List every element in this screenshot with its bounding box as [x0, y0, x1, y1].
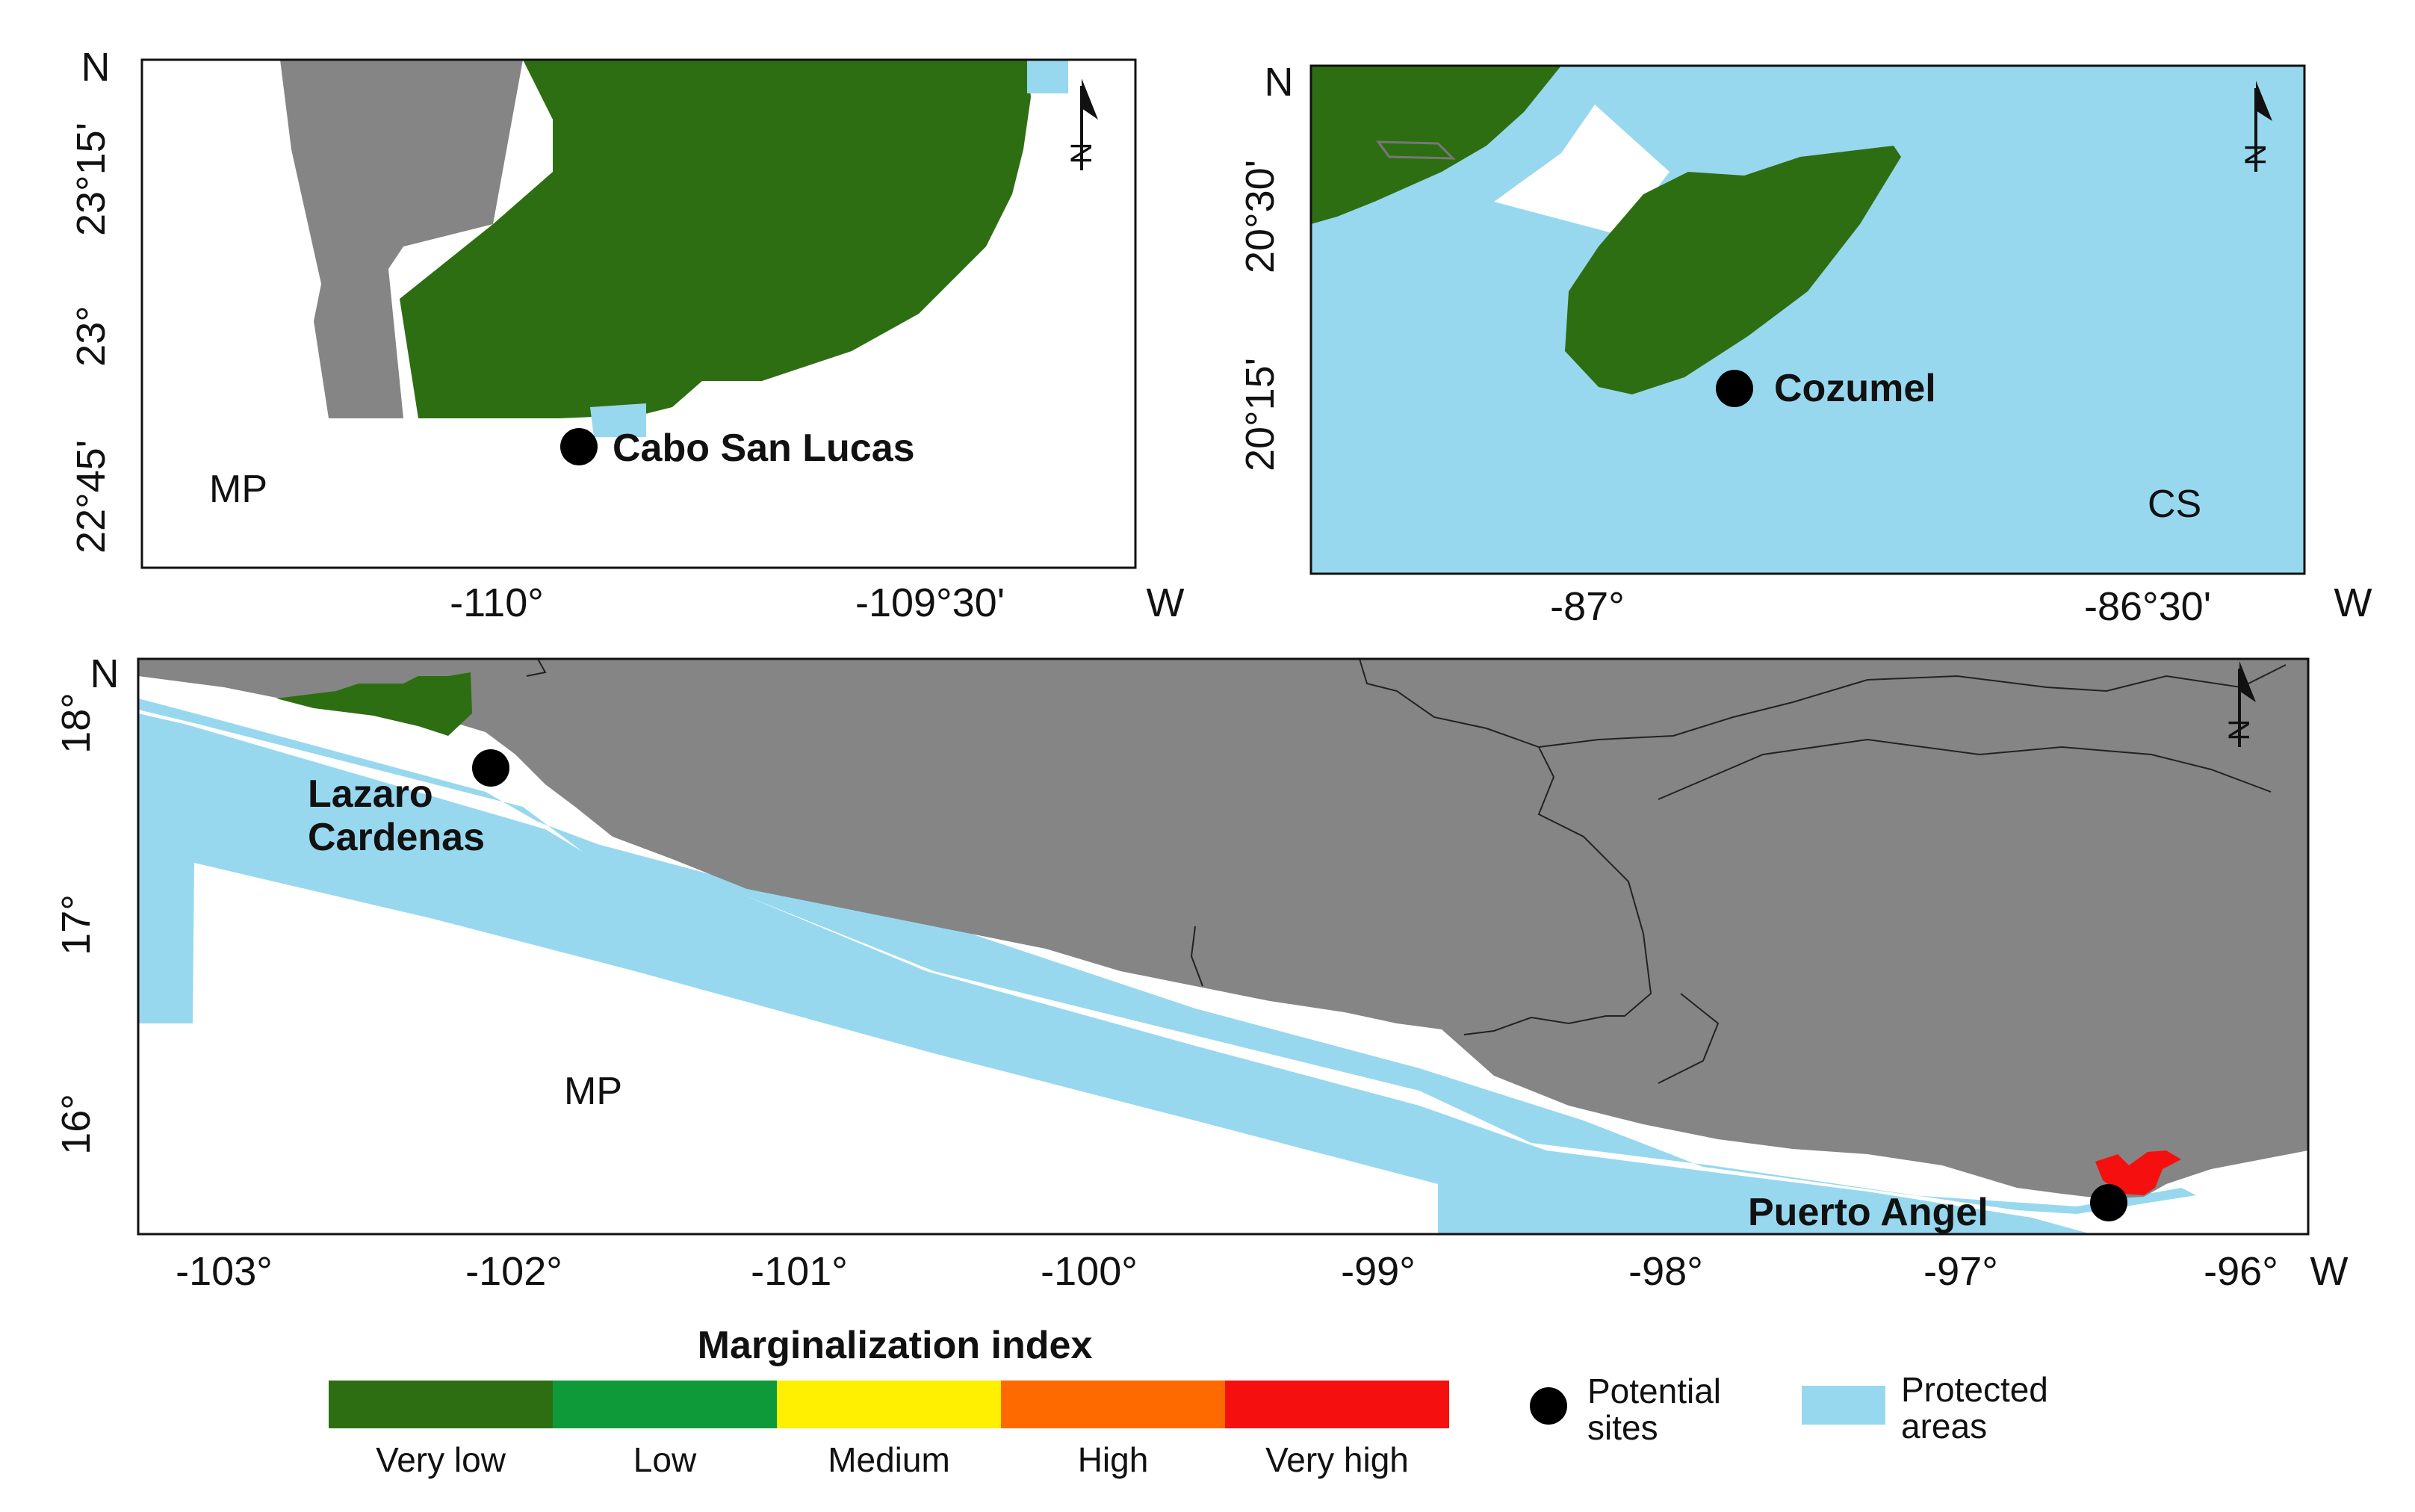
svg-text:N: N — [1065, 143, 1098, 164]
y-tick: 17° — [54, 894, 99, 955]
legend-swatch-low — [553, 1381, 777, 1428]
north-arrow-icon: N — [2239, 81, 2272, 172]
panel-frame — [140, 58, 1137, 569]
site-label-cozumel: Cozumel — [1774, 367, 1936, 410]
protected-area — [590, 403, 646, 437]
land-gray — [280, 60, 523, 418]
legend-protected-label: areas — [1901, 1407, 1987, 1446]
protected-areas-swatch — [1802, 1386, 1885, 1425]
north-arrow-icon: N — [1065, 78, 1098, 170]
outline — [1375, 140, 1456, 160]
x-tick: -87° — [1550, 584, 1625, 629]
x-tick: -98° — [1628, 1249, 1703, 1294]
legend-color-bar: Very low Low Medium High Very high — [329, 1381, 1449, 1479]
region-label: MP — [209, 468, 267, 511]
x-tick: -103° — [176, 1249, 273, 1294]
y-axis-suffix: N — [1265, 60, 1294, 105]
north-arrow-icon: N — [2223, 661, 2256, 747]
protected-area — [1027, 60, 1068, 93]
site-label-lazaro: Lazaro — [308, 772, 433, 816]
legend-swatch-very-high — [1225, 1381, 1449, 1428]
legend-class-label: Low — [633, 1440, 697, 1479]
y-tick: 22°45' — [69, 440, 114, 554]
svg-text:N: N — [2223, 719, 2256, 741]
land-gray — [138, 659, 2308, 1199]
map-panel-cozumel: Cozumel CS N N 20°30' 20°15' -87° -86°30… — [1238, 60, 2372, 629]
land-very-low — [276, 672, 472, 736]
land-very-low — [400, 60, 1031, 418]
island-cozumel — [1565, 146, 1901, 394]
legend-class-label: Very low — [376, 1440, 506, 1479]
site-label-cabo: Cabo San Lucas — [613, 427, 915, 470]
y-axis-suffix: N — [90, 651, 120, 696]
svg-text:N: N — [2239, 144, 2272, 166]
y-tick: 20°30' — [1238, 160, 1283, 273]
x-tick: -109°30' — [855, 580, 1005, 625]
legend: Marginalization index Very low Low Medium H… — [329, 1324, 2048, 1479]
legend-swatch-high — [1001, 1381, 1225, 1428]
land-very-low — [1311, 66, 1561, 224]
panel-frame — [137, 657, 2310, 1236]
x-tick: -99° — [1341, 1249, 1416, 1294]
x-axis-suffix: W — [2310, 1249, 2349, 1294]
map-panel-pacific-coast: Lazaro Cardenas Puerto Angel MP N N 18° … — [54, 651, 2349, 1294]
legend-potential-label: Potential — [1587, 1372, 1721, 1410]
potential-sites-icon — [1530, 1387, 1567, 1425]
potential-site-marker — [2090, 1184, 2127, 1221]
x-axis-suffix: W — [1147, 580, 1185, 625]
x-tick: -101° — [751, 1249, 848, 1294]
legend-class-label: High — [1078, 1440, 1149, 1479]
x-tick: -97° — [1923, 1249, 1998, 1294]
potential-site-marker — [1716, 370, 1753, 407]
x-tick: -100° — [1041, 1249, 1138, 1294]
site-label-puerto-angel: Puerto Angel — [1748, 1191, 1988, 1234]
region-label: CS — [2148, 483, 2201, 526]
x-tick: -86°30' — [2084, 584, 2211, 629]
potential-site-marker — [560, 428, 598, 465]
legend-potential-label: sites — [1587, 1408, 1658, 1447]
y-tick: 23°15' — [69, 123, 114, 236]
land-very-high — [2095, 1150, 2181, 1195]
legend-class-label: Medium — [828, 1440, 950, 1479]
legend-title: Marginalization index — [698, 1324, 1093, 1367]
region-label: MP — [564, 1070, 622, 1113]
legend-swatch-medium — [777, 1381, 1001, 1428]
sea-gap — [1494, 105, 1670, 235]
map-panel-cabo-san-lucas: Cabo San Lucas MP N N 23°15' 23° 22°45' … — [69, 45, 1185, 625]
x-tick: -102° — [465, 1249, 562, 1294]
potential-site-marker — [472, 749, 509, 787]
x-axis-suffix: W — [2334, 580, 2372, 625]
panel-frame — [1309, 64, 2306, 575]
x-tick: -110° — [450, 580, 544, 625]
y-tick: 23° — [69, 306, 114, 367]
legend-swatch-very-low — [329, 1381, 553, 1428]
y-tick: 16° — [54, 1094, 99, 1155]
legend-protected-label: Protected — [1901, 1370, 2048, 1409]
site-label-cardenas: Cardenas — [308, 816, 485, 859]
legend-class-label: Very high — [1265, 1440, 1409, 1479]
y-tick: 20°15' — [1238, 358, 1283, 471]
y-axis-suffix: N — [81, 45, 111, 90]
x-tick: -96° — [2204, 1249, 2278, 1294]
y-tick: 18° — [54, 693, 99, 754]
state-borders — [526, 658, 2287, 1084]
